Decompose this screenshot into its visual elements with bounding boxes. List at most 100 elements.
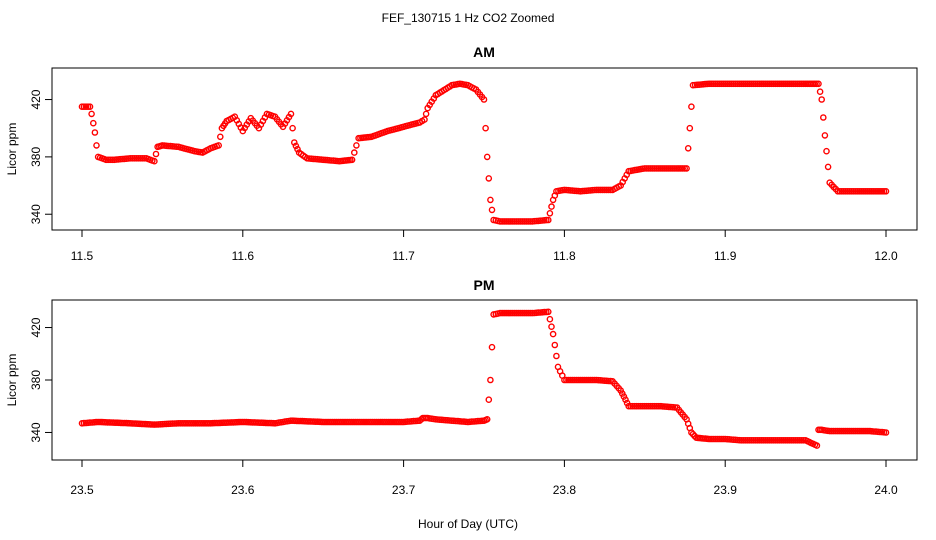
- am-data-point: [815, 80, 822, 88]
- am-y-tick-label: 380: [29, 147, 43, 167]
- am-x-tick-label: 11.8: [553, 249, 576, 263]
- am-data-point: [683, 165, 690, 172]
- am-data-point: [820, 114, 827, 121]
- am-panel-title: AM: [473, 44, 495, 60]
- am-data-point: [882, 187, 890, 195]
- am-x-axis: 11.5 11.6 11.7 11.8 11.9 12.0: [71, 229, 898, 263]
- pm-data-point: [830, 427, 838, 435]
- am-data-point: [90, 119, 97, 127]
- am-x-tick-label: 11.9: [714, 249, 737, 263]
- pm-y-axis-label: Licor ppm: [5, 354, 19, 407]
- pm-data-point: [553, 352, 560, 360]
- am-data-point: [487, 196, 494, 204]
- pm-data-point: [623, 399, 631, 407]
- pm-data-point: [852, 427, 860, 435]
- am-data-point: [106, 156, 114, 164]
- am-data-point: [483, 153, 491, 161]
- am-data-point: [548, 203, 555, 210]
- am-data-point: [292, 142, 300, 150]
- figure-title: FEF_130715 1 Hz CO2 Zoomed: [382, 11, 555, 25]
- am-data-point: [86, 103, 94, 110]
- am-data-point: [422, 110, 430, 118]
- pm-y-tick-label: 380: [29, 370, 43, 390]
- am-data-point: [88, 110, 95, 118]
- am-data-point: [510, 218, 518, 225]
- pm-data-point: [546, 315, 554, 323]
- am-data-point: [821, 132, 829, 139]
- pm-data-point: [485, 396, 493, 404]
- pm-data-point: [622, 396, 629, 404]
- am-data-point: [91, 129, 99, 136]
- am-x-tick-label: 12.0: [874, 249, 898, 263]
- am-data-point: [770, 80, 777, 88]
- pm-data-point: [813, 442, 821, 449]
- am-x-tick-label: 11.6: [232, 249, 255, 263]
- am-data-point: [792, 80, 799, 88]
- pm-y-tick-label: 420: [29, 317, 43, 337]
- am-data-point: [546, 209, 554, 217]
- am-data-point: [480, 96, 488, 103]
- pm-data-point: [571, 376, 578, 384]
- am-x-tick-label: 11.5: [71, 249, 94, 263]
- pm-y-tick-label: 340: [29, 422, 43, 442]
- am-data-point: [870, 187, 878, 195]
- am-data-point: [126, 154, 134, 162]
- am-data-point: [421, 116, 428, 123]
- am-data-point: [93, 142, 100, 149]
- figure-x-axis-label: Hour of Day (UTC): [418, 517, 518, 531]
- pm-plot-frame: [51, 299, 918, 461]
- am-data-point: [651, 165, 659, 172]
- pm-data-point: [551, 341, 559, 349]
- pm-data-point: [790, 436, 797, 444]
- pm-x-tick-label: 24.0: [874, 483, 898, 497]
- am-data-point: [488, 206, 496, 214]
- pm-data-point: [651, 402, 659, 410]
- am-y-tick-label: 340: [29, 204, 43, 224]
- am-data-point: [294, 145, 301, 153]
- am-data-point: [485, 175, 493, 182]
- am-data-point: [686, 124, 694, 132]
- am-data-point: [350, 149, 358, 156]
- am-data-point: [152, 150, 160, 158]
- am-data-point: [482, 124, 489, 132]
- am-data-point: [752, 80, 759, 88]
- am-data-point: [215, 142, 222, 149]
- am-data-point: [151, 157, 158, 165]
- pm-data-point: [488, 343, 496, 351]
- pm-x-tick-label: 23.5: [70, 483, 94, 497]
- am-data-point: [216, 133, 224, 141]
- am-y-axis: 340 380 420: [29, 89, 52, 224]
- pm-data-point: [545, 308, 552, 316]
- pm-data-point: [688, 429, 695, 436]
- am-data-point: [850, 187, 858, 195]
- am-data-point: [684, 144, 692, 152]
- am-data-point: [287, 110, 295, 118]
- pm-data-point: [548, 323, 555, 331]
- pm-panel-title: PM: [474, 277, 495, 293]
- am-data-point: [545, 216, 552, 224]
- pm-y-axis: 340 380 420: [29, 317, 52, 442]
- am-series-points: [78, 80, 890, 225]
- pm-x-axis: 23.5 23.6 23.7 23.8 23.9 24.0: [70, 459, 898, 497]
- am-data-point: [824, 163, 832, 171]
- pm-data-point: [750, 436, 757, 444]
- pm-data-point: [487, 376, 494, 384]
- pm-x-tick-label: 23.8: [553, 483, 577, 497]
- pm-data-point: [483, 415, 491, 423]
- pm-data-point: [882, 429, 890, 436]
- am-data-point: [289, 124, 296, 132]
- am-data-point: [290, 139, 298, 146]
- pm-data-point: [709, 435, 717, 443]
- am-y-axis-label: Licor ppm: [5, 123, 19, 176]
- pm-x-tick-label: 23.6: [231, 483, 255, 497]
- am-y-tick-label: 420: [29, 89, 43, 109]
- am-x-tick-label: 11.7: [392, 249, 415, 263]
- pm-x-tick-label: 23.9: [714, 483, 738, 497]
- am-data-point: [816, 88, 824, 95]
- am-data-point: [709, 80, 717, 88]
- pm-data-point: [772, 436, 779, 444]
- pm-data-point: [508, 309, 516, 317]
- pm-x-tick-label: 23.7: [392, 483, 416, 497]
- am-data-point: [818, 96, 826, 103]
